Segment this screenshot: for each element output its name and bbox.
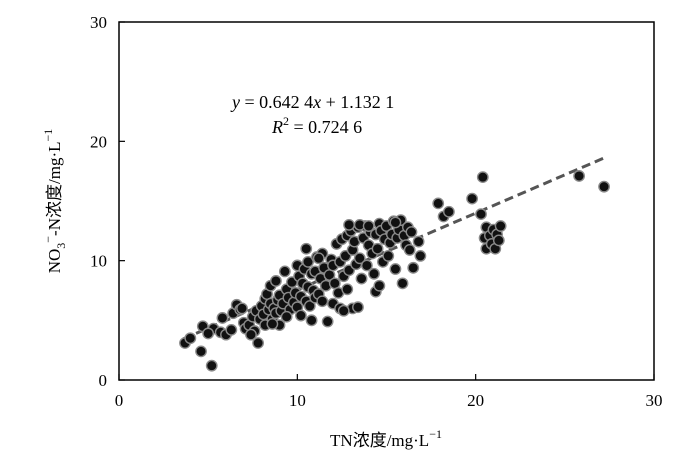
data-point xyxy=(270,275,282,287)
y-axis-label: NO3−-N浓度/mg·L−1 xyxy=(41,129,68,274)
data-point xyxy=(312,252,325,265)
y-tick-label: 0 xyxy=(99,371,108,390)
data-point xyxy=(371,242,384,255)
data-point xyxy=(341,283,354,296)
data-point xyxy=(302,255,314,268)
plot-frame xyxy=(118,21,655,381)
data-point xyxy=(403,244,416,256)
y-tick-label: 30 xyxy=(90,13,107,32)
data-point xyxy=(352,301,364,314)
data-point xyxy=(407,261,420,274)
data-point xyxy=(225,323,238,336)
data-point xyxy=(389,216,402,229)
data-point xyxy=(494,220,507,232)
data-point xyxy=(598,180,610,193)
data-point xyxy=(389,263,402,275)
data-point xyxy=(245,328,257,341)
data-point xyxy=(396,277,409,290)
data-point xyxy=(476,171,489,184)
axis-ticks: 0 10 20 30 0 10 20 30 xyxy=(90,13,663,410)
data-point xyxy=(475,208,487,221)
x-axis-label: TN浓度/mg·L−1 xyxy=(330,427,442,450)
y-tick-label: 10 xyxy=(90,252,107,271)
data-point xyxy=(316,295,329,308)
data-point xyxy=(216,312,229,324)
x-tick-label: 30 xyxy=(646,391,663,410)
data-point xyxy=(405,226,418,238)
x-tick-label: 0 xyxy=(115,391,124,410)
x-tick-label: 10 xyxy=(289,391,306,410)
data-point xyxy=(195,345,207,358)
data-point xyxy=(492,234,505,247)
data-point xyxy=(573,170,585,182)
data-point xyxy=(305,314,318,327)
data-point xyxy=(266,318,279,330)
data-point xyxy=(373,279,386,292)
data-point xyxy=(382,249,395,262)
data-point xyxy=(414,249,427,262)
data-point xyxy=(205,359,218,372)
x-tick-label: 20 xyxy=(467,391,484,410)
data-point xyxy=(337,304,350,317)
y-tick-label: 20 xyxy=(90,132,107,151)
data-point xyxy=(362,220,375,232)
data-point xyxy=(432,197,445,210)
data-point xyxy=(278,265,291,278)
data-point xyxy=(300,242,313,255)
data-point xyxy=(252,337,265,349)
data-point xyxy=(412,235,425,248)
data-point xyxy=(236,302,248,315)
data-point xyxy=(353,252,366,265)
data-point xyxy=(355,272,368,285)
r-squared-label: R2 = 0.724 6 xyxy=(271,114,362,137)
data-point xyxy=(443,205,455,218)
data-point xyxy=(368,267,380,280)
data-point xyxy=(343,218,355,231)
data-point xyxy=(466,192,478,205)
data-point xyxy=(294,309,307,322)
data-points xyxy=(179,170,610,372)
trendline-equation: y = 0.642 4x + 1.132 1 xyxy=(230,92,394,112)
data-point xyxy=(360,259,373,272)
data-point xyxy=(202,327,215,340)
data-point xyxy=(328,277,341,290)
data-point xyxy=(184,332,197,345)
data-point xyxy=(303,300,316,312)
data-point xyxy=(280,310,293,323)
data-point xyxy=(321,315,334,328)
